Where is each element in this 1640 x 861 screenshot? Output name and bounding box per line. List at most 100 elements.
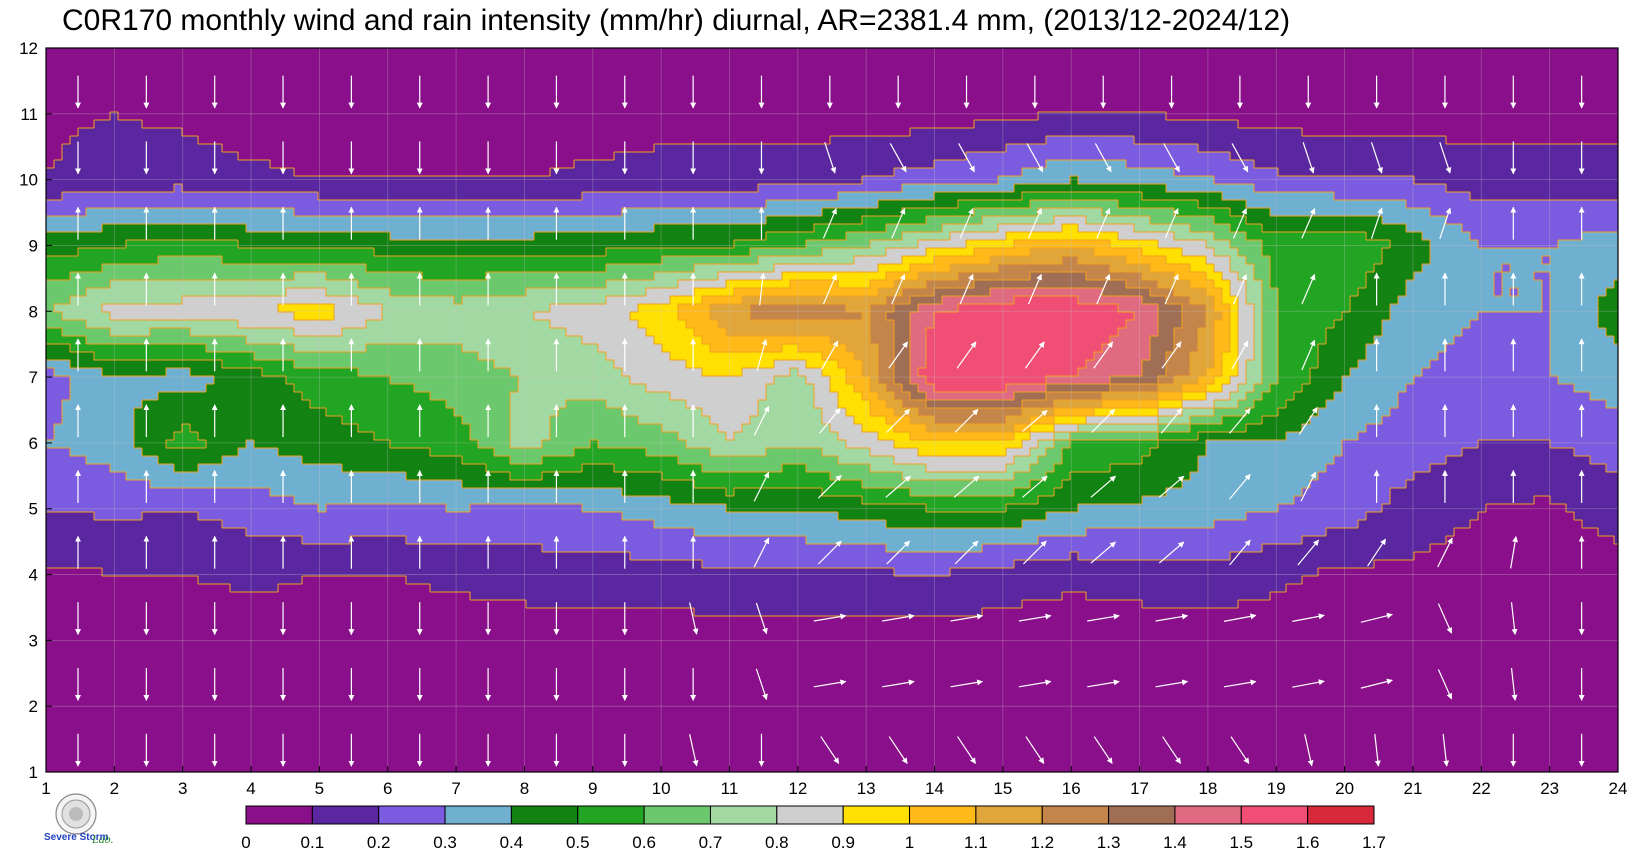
field-cell (70, 576, 79, 585)
field-cell (366, 464, 375, 473)
field-cell (278, 424, 287, 433)
field-cell (406, 128, 415, 137)
field-cell (454, 424, 463, 433)
field-cell (366, 88, 375, 97)
field-cell (342, 424, 351, 433)
field-cell (382, 624, 391, 633)
field-cell (70, 128, 79, 137)
field-cell (310, 368, 319, 377)
field-cell (366, 768, 375, 772)
field-cell (230, 568, 239, 577)
field-cell (214, 608, 223, 617)
field-cell (54, 240, 63, 249)
field-cell (350, 376, 359, 385)
field-cell (374, 280, 383, 289)
field-cell (326, 360, 335, 369)
field-cell (430, 480, 439, 489)
field-cell (70, 336, 79, 345)
field-cell (374, 664, 383, 673)
field-cell (246, 304, 255, 313)
field-cell (286, 272, 295, 281)
field-cell (462, 768, 471, 772)
field-cell (86, 496, 95, 505)
field-cell (478, 352, 487, 361)
field-cell (334, 632, 343, 641)
field-cell (270, 208, 279, 217)
field-cell (246, 568, 255, 577)
field-cell (470, 640, 479, 649)
field-cell (110, 112, 119, 121)
field-cell (350, 144, 359, 153)
field-cell (390, 480, 399, 489)
field-cell (142, 120, 151, 129)
field-cell (126, 80, 135, 89)
field-cell (206, 280, 215, 289)
field-cell (94, 208, 103, 217)
field-cell (462, 728, 471, 737)
field-cell (438, 88, 447, 97)
field-cell (478, 592, 487, 601)
field-cell (422, 728, 431, 737)
field-cell (230, 432, 239, 441)
field-cell (190, 632, 199, 641)
field-cell (206, 136, 215, 145)
field-cell (422, 432, 431, 441)
field-cell (46, 96, 55, 105)
field-cell (462, 472, 471, 481)
field-cell (150, 104, 159, 113)
field-cell (238, 376, 247, 385)
field-cell (414, 256, 423, 265)
field-cell (174, 624, 183, 633)
field-cell (222, 64, 231, 73)
field-cell (310, 336, 319, 345)
field-cell (230, 656, 239, 665)
field-cell (78, 208, 87, 217)
field-cell (446, 352, 455, 361)
field-cell (278, 592, 287, 601)
field-cell (222, 112, 231, 121)
field-cell (302, 520, 311, 529)
field-cell (254, 480, 263, 489)
field-cell (358, 112, 367, 121)
field-cell (166, 680, 175, 689)
field-cell (326, 616, 335, 625)
field-cell (454, 224, 463, 233)
field-cell (126, 248, 135, 257)
field-cell (462, 296, 471, 305)
field-cell (142, 640, 151, 649)
field-cell (206, 104, 215, 113)
field-cell (78, 640, 87, 649)
field-cell (374, 448, 383, 457)
field-cell (422, 312, 431, 321)
field-cell (358, 488, 367, 497)
field-cell (294, 680, 303, 689)
field-cell (150, 728, 159, 737)
field-cell (398, 544, 407, 553)
field-cell (262, 720, 271, 729)
field-cell (462, 432, 471, 441)
field-cell (302, 416, 311, 425)
field-cell (422, 704, 431, 713)
field-cell (302, 112, 311, 121)
field-cell (46, 496, 55, 505)
field-cell (54, 696, 63, 705)
field-cell (454, 216, 463, 225)
field-cell (342, 256, 351, 265)
field-cell (470, 352, 479, 361)
field-cell (214, 168, 223, 177)
field-cell (110, 640, 119, 649)
field-cell (358, 600, 367, 609)
field-cell (222, 688, 231, 697)
field-cell (430, 440, 439, 449)
field-cell (350, 320, 359, 329)
field-cell (142, 384, 151, 393)
field-cell (262, 544, 271, 553)
field-cell (174, 368, 183, 377)
field-cell (310, 600, 319, 609)
field-cell (334, 176, 343, 185)
field-cell (166, 528, 175, 537)
field-cell (238, 208, 247, 217)
field-cell (134, 360, 143, 369)
field-cell (398, 528, 407, 537)
field-cell (446, 712, 455, 721)
